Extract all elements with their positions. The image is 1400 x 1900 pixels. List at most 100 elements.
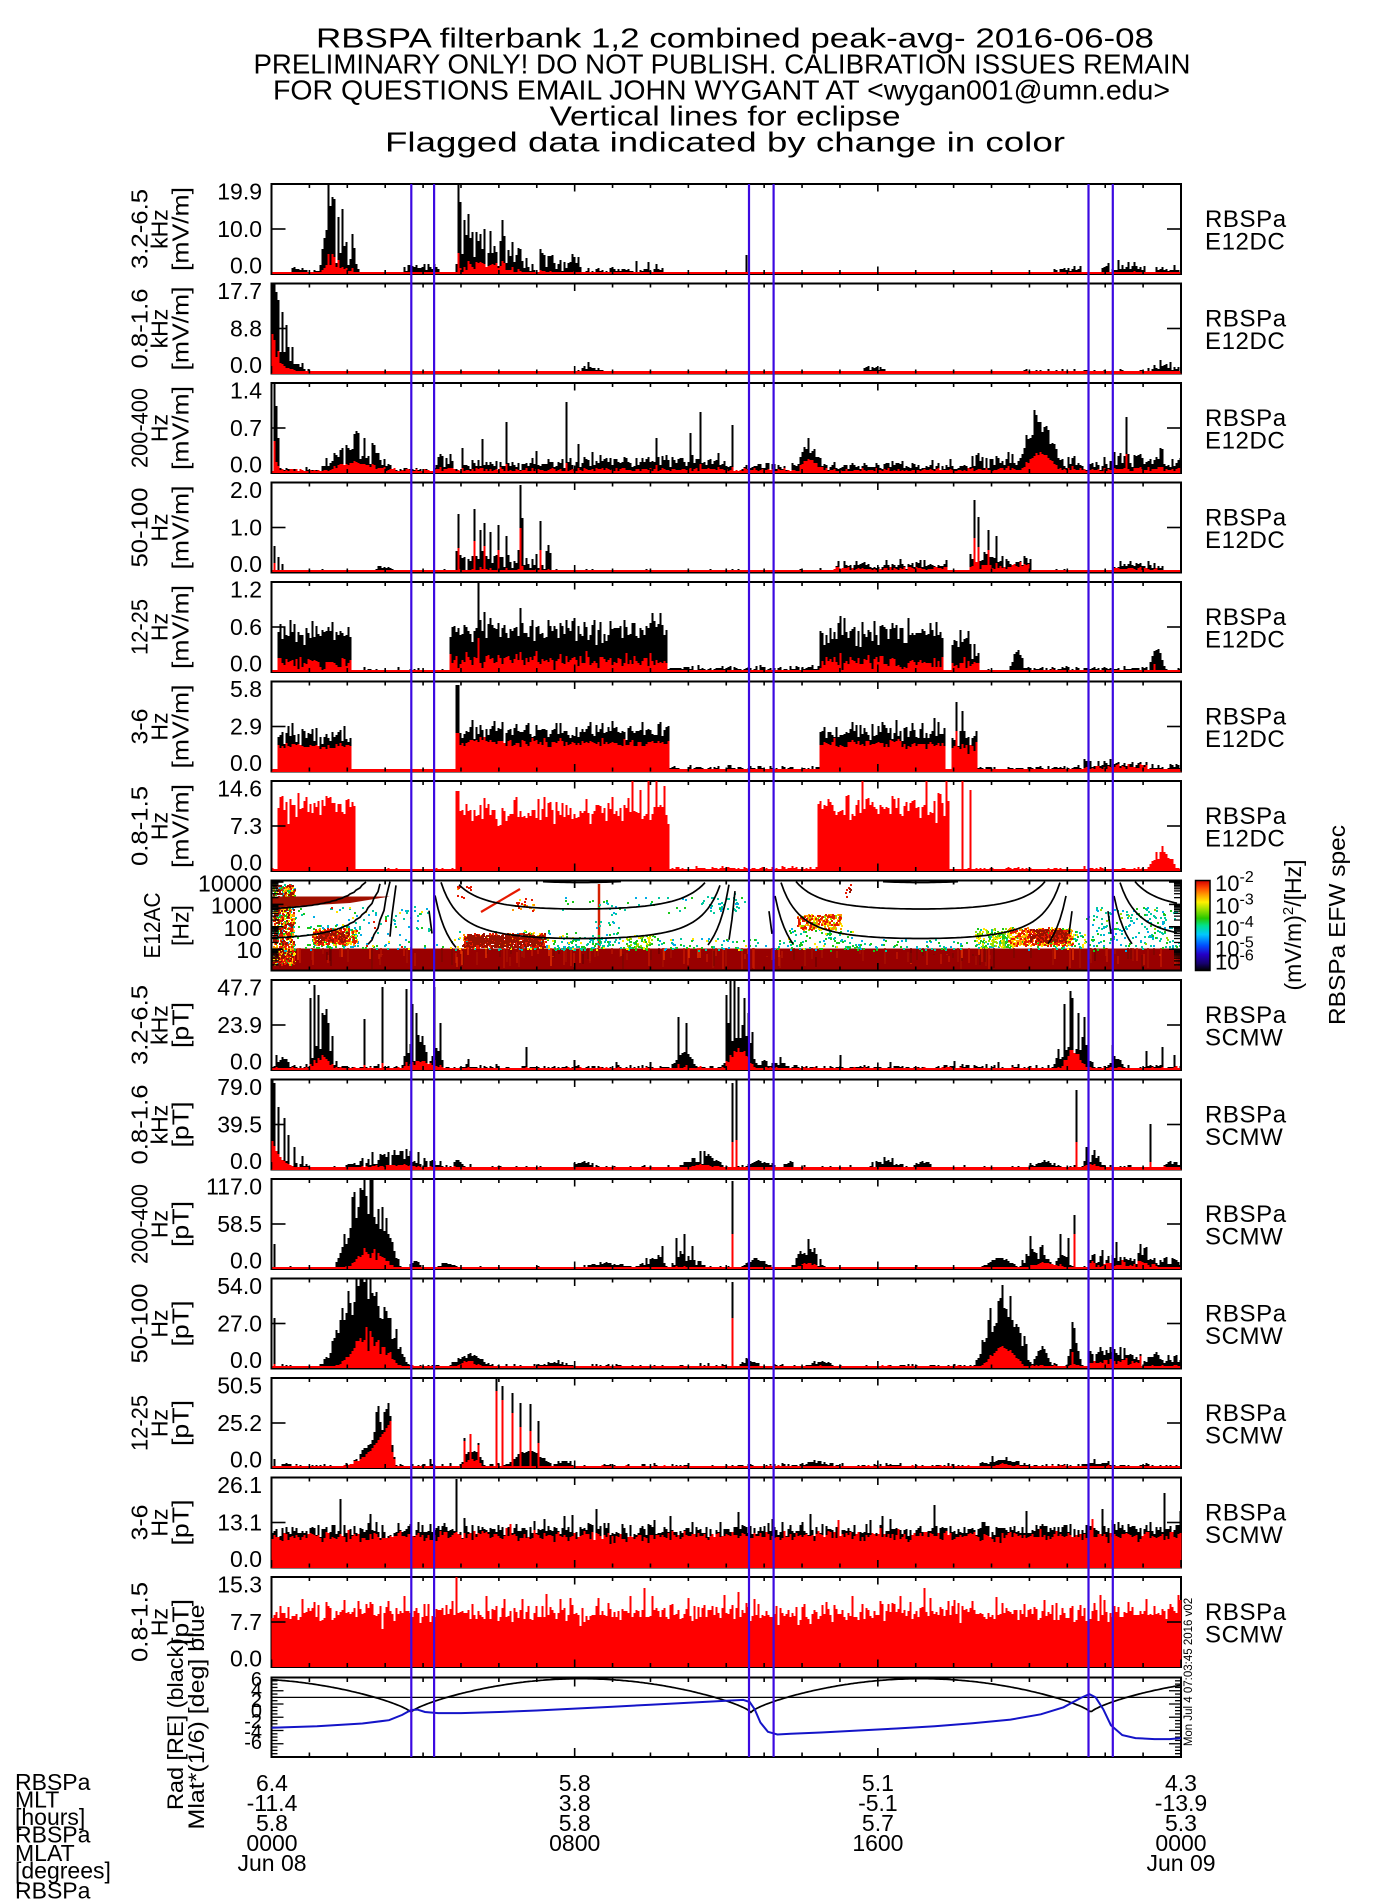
svg-text:0.0: 0.0 (230, 253, 262, 279)
svg-text:Hz: Hz (147, 1508, 173, 1536)
svg-text:RBSPa: RBSPa (1205, 1102, 1287, 1129)
svg-text:[pT]: [pT] (168, 1102, 194, 1148)
svg-text:0.0: 0.0 (230, 1248, 262, 1274)
svg-text:0.0: 0.0 (230, 352, 262, 378)
svg-text:117.0: 117.0 (206, 1174, 262, 1200)
svg-text:2.9: 2.9 (230, 714, 262, 740)
svg-text:MLAT: MLAT (15, 1840, 75, 1866)
svg-text:0.8-1.5: 0.8-1.5 (127, 1582, 153, 1662)
svg-text:0.0: 0.0 (230, 551, 262, 577)
svg-text:[pT]: [pT] (168, 1599, 194, 1645)
svg-text:[pT]: [pT] (168, 1002, 194, 1048)
svg-text:Flagged data indicated by chan: Flagged data indicated by change in colo… (385, 127, 1065, 158)
svg-text:[hours]: [hours] (15, 1804, 85, 1830)
svg-text:Jun 09: Jun 09 (1146, 1850, 1215, 1876)
svg-text:SCMW: SCMW (1205, 1423, 1283, 1450)
svg-text:0.7: 0.7 (230, 415, 262, 441)
svg-text:-4: -4 (244, 1722, 262, 1744)
svg-text:0.0: 0.0 (230, 1546, 262, 1572)
svg-text:[mV/m]: [mV/m] (168, 187, 194, 271)
svg-text:4.3: 4.3 (1165, 1770, 1197, 1796)
svg-text:-13.9: -13.9 (1155, 1790, 1207, 1816)
svg-text:1.4: 1.4 (230, 378, 262, 404)
svg-text:3.2-6.5: 3.2-6.5 (127, 189, 153, 269)
svg-text:RBSPa: RBSPa (1205, 1201, 1287, 1228)
svg-text:17.7: 17.7 (217, 278, 262, 304)
svg-text:[mV/m]: [mV/m] (168, 287, 194, 371)
svg-text:100: 100 (224, 915, 262, 941)
svg-text:Hz: Hz (147, 613, 173, 641)
svg-text:RBSPa: RBSPa (15, 1822, 91, 1848)
svg-text:-2: -2 (244, 1711, 262, 1733)
svg-text:[mV/m]: [mV/m] (168, 486, 194, 570)
svg-text:50.5: 50.5 (217, 1373, 262, 1399)
svg-text:23.9: 23.9 (217, 1012, 262, 1038)
svg-text:RBSPa: RBSPa (1205, 1002, 1287, 1029)
svg-text:SCMW: SCMW (1205, 1323, 1283, 1350)
svg-text:SCMW: SCMW (1205, 1224, 1283, 1251)
svg-text:E12AC: E12AC (139, 893, 165, 959)
svg-text:7.7: 7.7 (230, 1609, 262, 1635)
svg-text:[mV/m]: [mV/m] (168, 784, 194, 868)
svg-text:Hz: Hz (147, 513, 173, 541)
svg-text:5.7: 5.7 (862, 1810, 894, 1836)
svg-text:4: 4 (251, 1680, 262, 1702)
svg-text:E12DC: E12DC (1205, 627, 1285, 654)
svg-text:[Hz]: [Hz] (168, 905, 194, 946)
svg-text:3.8: 3.8 (559, 1790, 591, 1816)
svg-text:12-25: 12-25 (127, 599, 153, 655)
svg-text:10.0: 10.0 (217, 216, 262, 242)
svg-text:RBSPa: RBSPa (1205, 505, 1287, 532)
svg-text:[pT]: [pT] (168, 1201, 194, 1247)
svg-text:RBSPa: RBSPa (1205, 1301, 1287, 1328)
svg-text:54.0: 54.0 (217, 1273, 262, 1299)
svg-text:E12DC: E12DC (1205, 428, 1285, 455)
svg-text:200-400: 200-400 (127, 1184, 153, 1264)
svg-text:RBSPa: RBSPa (1205, 704, 1287, 731)
svg-text:39.5: 39.5 (217, 1112, 262, 1138)
svg-text:2: 2 (251, 1690, 262, 1712)
svg-text:3-6: 3-6 (127, 1505, 153, 1541)
svg-text:15.3: 15.3 (217, 1572, 262, 1598)
svg-text:RBSPa: RBSPa (15, 1769, 91, 1795)
svg-text:Hz: Hz (147, 1608, 173, 1636)
svg-text:79.0: 79.0 (217, 1074, 262, 1100)
svg-text:7.3: 7.3 (230, 813, 262, 839)
svg-text:1000: 1000 (211, 893, 262, 919)
svg-text:RBSPa: RBSPa (15, 1878, 91, 1900)
svg-text:Hz: Hz (147, 414, 173, 442)
svg-text:50-100: 50-100 (127, 488, 153, 568)
svg-text:0: 0 (251, 1701, 262, 1723)
svg-text:0.0: 0.0 (230, 750, 262, 776)
svg-text:SCMW: SCMW (1205, 1025, 1283, 1052)
svg-text:0.0: 0.0 (230, 1447, 262, 1473)
svg-text:0.0: 0.0 (230, 1049, 262, 1075)
svg-text:kHz: kHz (147, 1005, 173, 1045)
svg-text:[mV/m]: [mV/m] (168, 685, 194, 769)
svg-text:E12DC: E12DC (1205, 229, 1285, 256)
svg-text:0000: 0000 (246, 1830, 297, 1856)
svg-text:Hz: Hz (147, 1210, 173, 1238)
svg-text:0.0: 0.0 (230, 1347, 262, 1373)
svg-text:kHz: kHz (147, 209, 173, 249)
svg-text:5.8: 5.8 (256, 1810, 288, 1836)
svg-text:RBSPa: RBSPa (1205, 1400, 1287, 1427)
svg-text:Jun 08: Jun 08 (237, 1850, 306, 1876)
svg-text:14.6: 14.6 (217, 776, 262, 802)
svg-text:5.1: 5.1 (862, 1770, 894, 1796)
svg-text:200-400: 200-400 (127, 388, 153, 468)
svg-text:-5.1: -5.1 (858, 1790, 898, 1816)
svg-text:5.3: 5.3 (1165, 1810, 1197, 1836)
svg-text:SCMW: SCMW (1205, 1124, 1283, 1151)
svg-text:E12DC: E12DC (1205, 826, 1285, 853)
svg-text:Vertical lines for eclipse: Vertical lines for eclipse (550, 101, 901, 132)
svg-text:Hz: Hz (147, 1309, 173, 1337)
svg-text:0.8-1.5: 0.8-1.5 (127, 786, 153, 866)
svg-text:6: 6 (251, 1669, 262, 1691)
svg-text:0.0: 0.0 (230, 452, 262, 478)
svg-text:19.9: 19.9 (217, 179, 262, 205)
svg-text:13.1: 13.1 (217, 1510, 262, 1536)
svg-text:[pT]: [pT] (168, 1301, 194, 1347)
svg-text:PRELIMINARY ONLY! DO NOT PUBLI: PRELIMINARY ONLY! DO NOT PUBLISH. CALIBR… (254, 49, 1191, 80)
svg-text:58.5: 58.5 (217, 1211, 262, 1237)
